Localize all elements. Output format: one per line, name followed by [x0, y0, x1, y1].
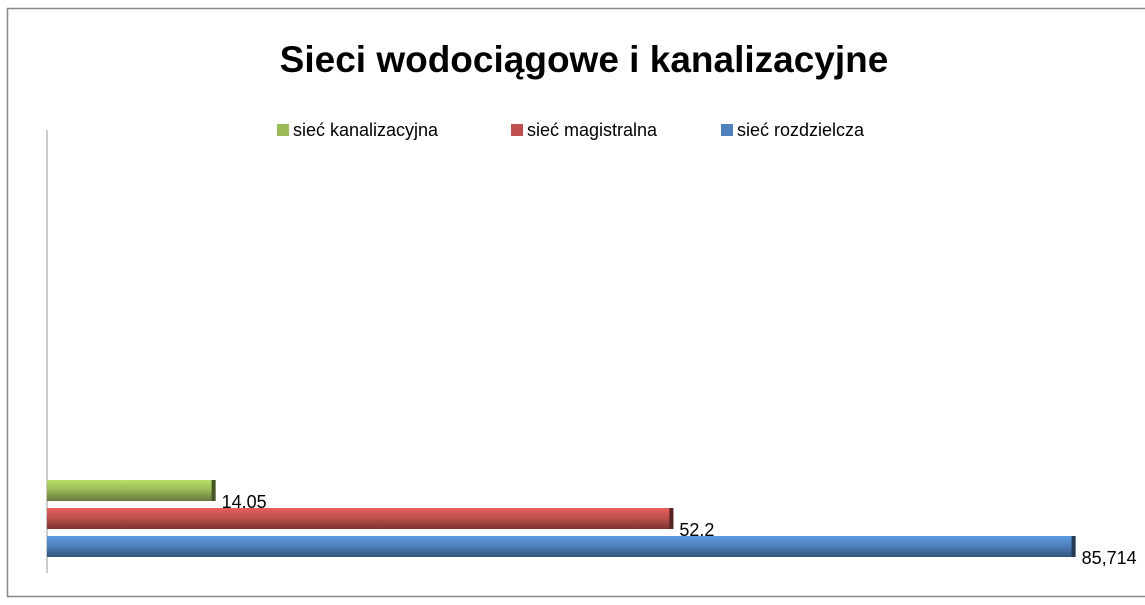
legend-label: sieć rozdzielcza	[737, 120, 865, 140]
bar-end	[669, 508, 674, 529]
legend-swatch	[511, 124, 523, 136]
legend-label: sieć magistralna	[527, 120, 658, 140]
bar-end	[211, 480, 216, 501]
bar	[47, 536, 1076, 557]
legend-swatch	[721, 124, 733, 136]
bar	[47, 508, 674, 529]
bar-end	[1071, 536, 1076, 557]
bar	[47, 480, 216, 501]
data-label: 85,714	[1082, 548, 1137, 568]
chart-title: Sieci wodociągowe i kanalizacyjne	[280, 39, 889, 80]
legend-swatch	[277, 124, 289, 136]
data-label: 14,05	[222, 492, 267, 512]
data-label: 52,2	[679, 520, 714, 540]
legend-label: sieć kanalizacyjna	[293, 120, 439, 140]
